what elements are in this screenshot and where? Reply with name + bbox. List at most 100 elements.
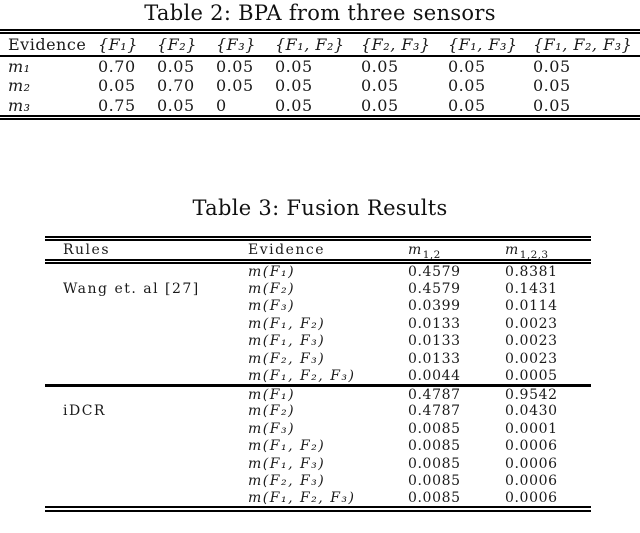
- bpa-value: 0.05: [361, 95, 399, 115]
- col-header-m12: m1,2: [408, 239, 505, 262]
- rule-name-cell: [45, 298, 248, 316]
- col-header-f1f3: {F₁, F₃}: [448, 34, 518, 54]
- m123-subscript: 1,2,3: [519, 248, 549, 261]
- section-wang: m(F₁) 0.4579 0.8381 Wang et. al [27] m(F…: [45, 262, 591, 386]
- evidence-cell: m(F₁, F₂): [248, 315, 326, 332]
- col-header-f2f3: {F₂, F₃}: [361, 34, 431, 54]
- m123-base: m: [505, 242, 520, 258]
- col-header-f1: {F₁}: [98, 34, 138, 54]
- bpa-value: 0: [216, 95, 227, 115]
- m12-base: m: [408, 242, 423, 258]
- mass-value: 0.0430: [505, 403, 558, 420]
- mass-value: 0.0114: [505, 298, 558, 315]
- mass-value: 0.9542: [505, 386, 558, 403]
- rule-name-cell: [45, 368, 248, 386]
- rule-name-cell: [45, 420, 248, 438]
- table-row: Wang et. al [27] m(F₂) 0.4579 0.1431: [45, 280, 591, 298]
- mass-value: 0.0085: [408, 420, 461, 437]
- bpa-value: 0.05: [533, 95, 571, 115]
- row-label-m2: m₂: [8, 76, 31, 95]
- evidence-cell: m(F₃): [248, 420, 296, 437]
- evidence-cell: m(F₂): [248, 280, 296, 297]
- col-header-f3: {F₃}: [216, 34, 256, 54]
- evidence-cell: m(F₁, F₂, F₃): [248, 367, 356, 384]
- mass-value: 0.0023: [505, 333, 558, 350]
- bpa-value: 0.70: [98, 56, 136, 76]
- evidence-cell: m(F₂, F₃): [248, 473, 326, 490]
- rule-name-cell: [45, 262, 248, 281]
- table2-header-row: Evidence {F₁} {F₂} {F₃} {F₁, F₂} {F₂, F₃…: [0, 32, 640, 56]
- mass-value: 0.0006: [505, 455, 558, 472]
- evidence-cell: m(F₃): [248, 298, 296, 315]
- mass-value: 0.0085: [408, 438, 461, 455]
- section-idcr: m(F₁) 0.4787 0.9542 iDCR m(F₂) 0.4787 0.…: [45, 385, 591, 509]
- col-header-evidence: Evidence: [248, 242, 325, 258]
- table-row: iDCR m(F₂) 0.4787 0.0430: [45, 403, 591, 421]
- bpa-value: 0.05: [361, 76, 399, 95]
- evidence-cell: m(F₁, F₃): [248, 333, 326, 350]
- mass-value: 0.0006: [505, 490, 558, 506]
- bpa-value: 0.05: [98, 76, 136, 95]
- table-row: m(F₃) 0.0399 0.0114: [45, 298, 591, 316]
- rule-name-cell: [45, 490, 248, 509]
- mass-value: 0.0085: [408, 490, 461, 506]
- col-header-m123: m1,2,3: [505, 239, 591, 262]
- table3-fusion-results: Rules Evidence m1,2 m1,2,3 m(F₁) 0.4579 …: [45, 236, 591, 512]
- bpa-value: 0.05: [448, 56, 486, 76]
- mass-value: 0.4579: [408, 280, 461, 297]
- bpa-value: 0.05: [533, 56, 571, 76]
- rule-name-cell: [45, 438, 248, 456]
- bpa-value: 0.05: [275, 95, 313, 115]
- table-row: m(F₂, F₃) 0.0085 0.0006: [45, 473, 591, 491]
- table-row: m(F₁, F₂) 0.0133 0.0023: [45, 315, 591, 333]
- bpa-value: 0.05: [448, 76, 486, 95]
- row-label-m1: m₁: [8, 56, 31, 76]
- evidence-cell: m(F₁): [248, 264, 296, 280]
- mass-value: 0.0399: [408, 298, 461, 315]
- mass-value: 0.0005: [505, 367, 558, 384]
- table3-header-row: Rules Evidence m1,2 m1,2,3: [45, 239, 591, 262]
- bpa-value: 0.05: [275, 56, 313, 76]
- bpa-value: 0.70: [157, 76, 195, 95]
- mass-value: 0.4787: [408, 386, 461, 403]
- mass-value: 0.8381: [505, 264, 558, 280]
- evidence-cell: m(F₁, F₃): [248, 455, 326, 472]
- m12-subscript: 1,2: [422, 248, 441, 261]
- table-row-m2: m₂ 0.05 0.70 0.05 0.05 0.05 0.05 0.05: [0, 76, 640, 96]
- bpa-value: 0.05: [361, 56, 399, 76]
- mass-value: 0.0023: [505, 315, 558, 332]
- table-row: m(F₁) 0.4787 0.9542: [45, 385, 591, 403]
- rule-name-cell: [45, 385, 248, 403]
- bpa-value: 0.05: [275, 76, 313, 95]
- rule-name-cell: [45, 333, 248, 351]
- rule-name-cell: Wang et. al [27]: [63, 280, 200, 297]
- mass-value: 0.0085: [408, 455, 461, 472]
- table-row: m(F₁, F₃) 0.0085 0.0006: [45, 455, 591, 473]
- rule-name-cell: iDCR: [63, 403, 106, 420]
- table-row: m(F₂, F₃) 0.0133 0.0023: [45, 350, 591, 368]
- mass-value: 0.1431: [505, 280, 558, 297]
- table-row: m(F₁, F₃) 0.0133 0.0023: [45, 333, 591, 351]
- bpa-value: 0.05: [448, 95, 486, 115]
- mass-value: 0.0133: [408, 315, 461, 332]
- mass-value: 0.0001: [505, 420, 558, 437]
- bpa-value: 0.05: [157, 56, 195, 76]
- col-header-rules: Rules: [63, 242, 111, 258]
- bpa-value: 0.05: [157, 95, 195, 115]
- mass-value: 0.0044: [408, 367, 461, 384]
- evidence-cell: m(F₁): [248, 386, 296, 403]
- table2-bpa: Evidence {F₁} {F₂} {F₃} {F₁, F₂} {F₂, F₃…: [0, 29, 640, 120]
- mass-value: 0.0133: [408, 333, 461, 350]
- table-row: m(F₃) 0.0085 0.0001: [45, 420, 591, 438]
- col-header-evidence: Evidence: [8, 34, 87, 54]
- table-row: m(F₁, F₂) 0.0085 0.0006: [45, 438, 591, 456]
- mass-value: 0.4787: [408, 403, 461, 420]
- rule-name-cell: [45, 455, 248, 473]
- bpa-value: 0.05: [216, 56, 254, 76]
- evidence-cell: m(F₂, F₃): [248, 350, 326, 367]
- col-header-f2: {F₂}: [157, 34, 197, 54]
- rule-name-cell: [45, 350, 248, 368]
- evidence-cell: m(F₂): [248, 403, 296, 420]
- rule-name-cell: [45, 315, 248, 333]
